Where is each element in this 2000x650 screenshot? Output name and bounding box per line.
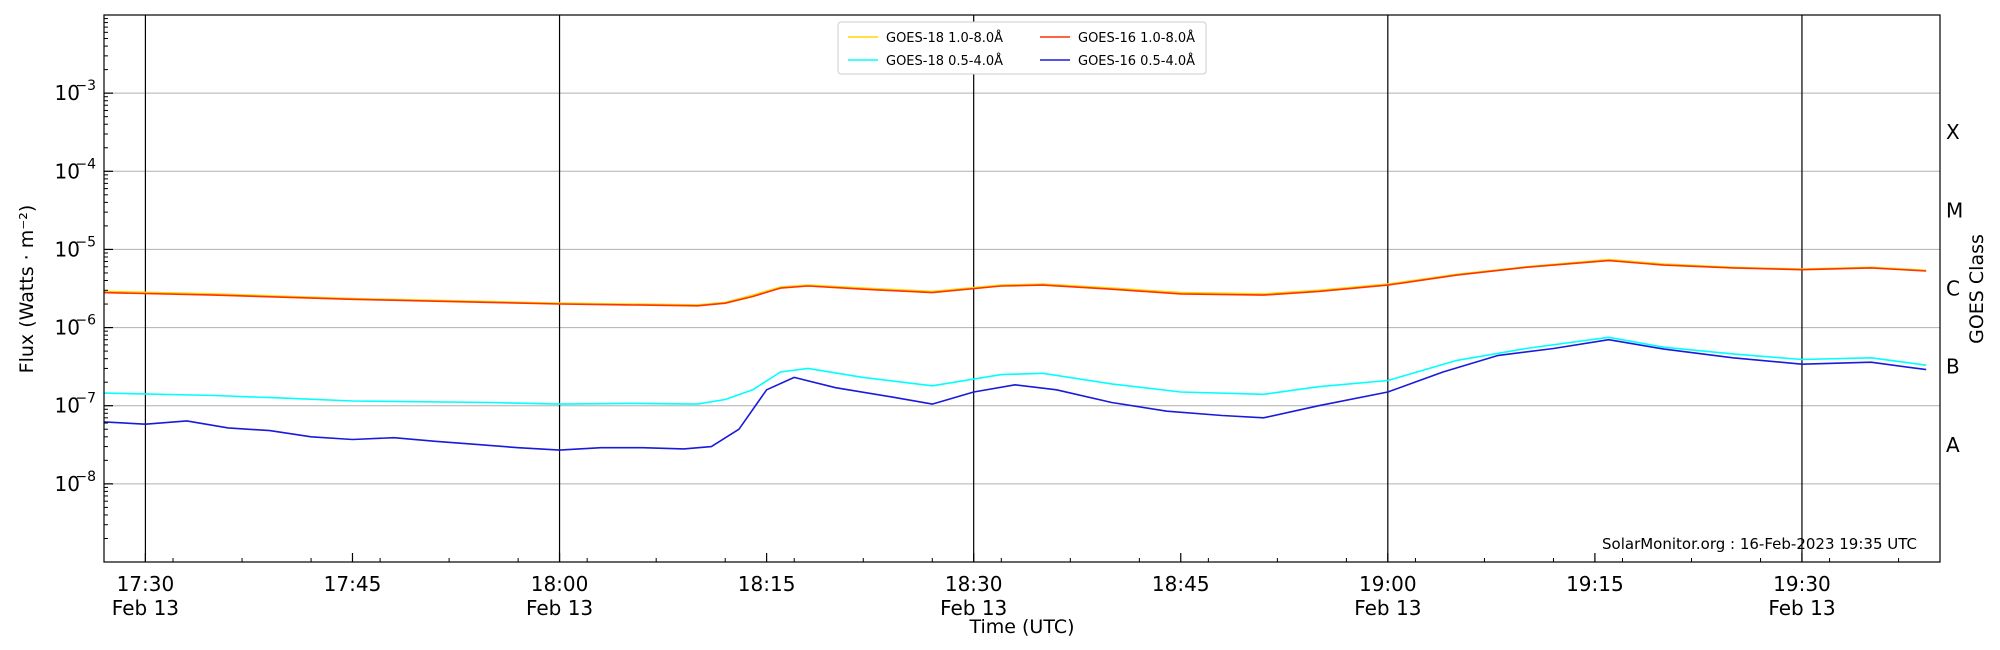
x-tick-label: 18:15 (738, 572, 796, 596)
goes-class-label: X (1946, 120, 1960, 144)
x-axis-label: Time (UTC) (968, 616, 1074, 638)
legend-label: GOES-18 0.5-4.0Å (886, 53, 1003, 69)
series-line-2 (103, 336, 1927, 405)
y-tick-exponent: −8 (75, 469, 96, 485)
goes-class-label: C (1946, 277, 1960, 301)
x-tick-label: 19:00 (1359, 572, 1417, 596)
x-tick-label: 18:30 (945, 572, 1003, 596)
goes-class-axis-label: GOES Class (1966, 234, 1988, 344)
axis-ticks (104, 18, 1900, 562)
x-tick-date-label: Feb 13 (940, 596, 1007, 620)
series-lines (103, 258, 1927, 451)
y-tick-exponent: −7 (75, 391, 96, 407)
goes-class-label: B (1946, 355, 1960, 379)
series-line-1 (103, 258, 1927, 306)
x-tick-label: 17:30 (117, 572, 175, 596)
x-tick-label: 18:00 (531, 572, 589, 596)
series-line-4 (103, 338, 1927, 451)
x-tick-date-label: Feb 13 (1354, 596, 1421, 620)
x-tick-label: 19:30 (1773, 572, 1831, 596)
y-tick-label: 10 (55, 472, 80, 496)
day-marker-lines (144, 15, 1803, 562)
goes-class-label: M (1946, 198, 1963, 222)
y-tick-exponent: −3 (75, 78, 96, 94)
y-tick-exponent: −5 (75, 234, 96, 250)
gridlines (104, 92, 1940, 485)
x-tick-label: 17:45 (324, 572, 382, 596)
y-tick-exponent: −6 (75, 313, 96, 329)
x-tick-date-label: Feb 13 (526, 596, 593, 620)
legend-box (837, 21, 1207, 75)
plot-frame (103, 14, 1941, 563)
y-tick-label: 10 (55, 394, 80, 418)
legend: GOES-18 1.0-8.0Å GOES-18 0.5-4.0Å GOES-16 … (837, 21, 1207, 75)
y-axis-label: Flux (Watts · m⁻²) (16, 205, 38, 374)
x-tick-date-label: Feb 13 (1768, 596, 1835, 620)
y-tick-label: 10 (55, 81, 80, 105)
y-tick-label: 10 (55, 159, 80, 183)
y-tick-label: 10 (55, 237, 80, 261)
legend-label: GOES-18 1.0-8.0Å (886, 30, 1003, 46)
x-tick-date-label: Feb 13 (112, 596, 179, 620)
x-tick-label: 18:45 (1152, 572, 1210, 596)
legend-label: GOES-16 0.5-4.0Å (1078, 53, 1195, 69)
series-line-3 (103, 259, 1927, 307)
x-tick-label: 19:15 (1566, 572, 1624, 596)
y-tick-exponent: −4 (75, 156, 96, 172)
source-annotation: SolarMonitor.org : 16-Feb-2023 19:35 UTC (1602, 535, 1917, 553)
y-tick-label: 10 (55, 316, 80, 340)
legend-label: GOES-16 1.0-8.0Å (1078, 30, 1195, 46)
goes-class-label: A (1946, 433, 1960, 457)
